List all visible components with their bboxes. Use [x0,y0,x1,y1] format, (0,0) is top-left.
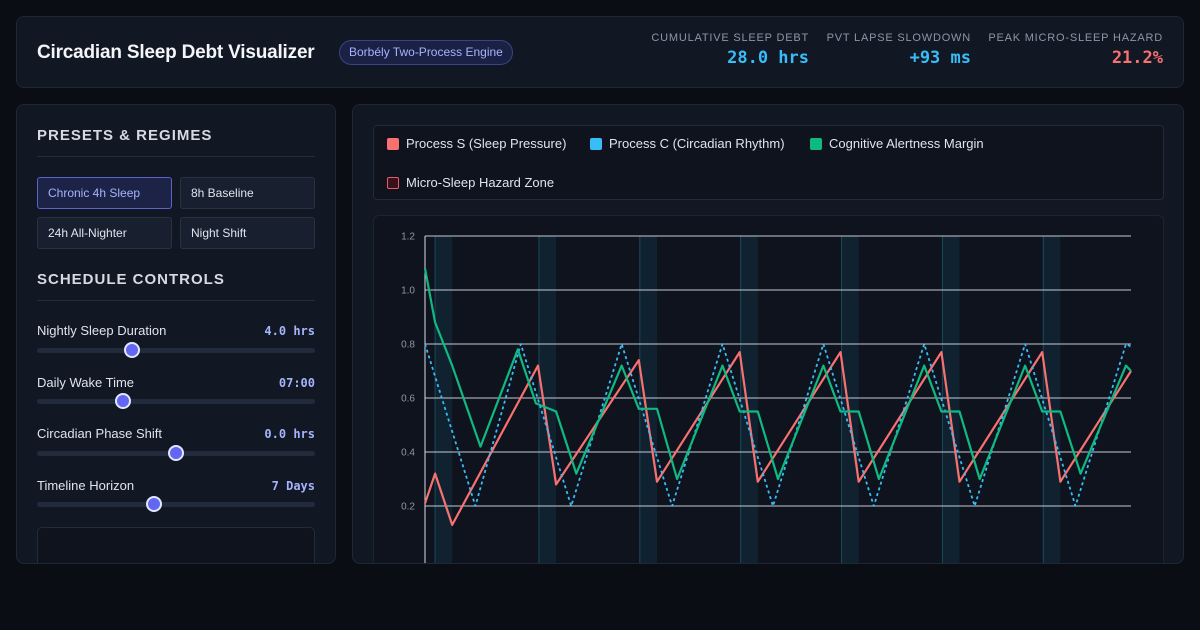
chart-area: 1.2 1.0 0.8 0.6 0.4 0.2 [373,215,1164,563]
sidebar: PRESETS & REGIMES Chronic 4h Sleep 8h Ba… [16,104,336,564]
phase-shift-label: Circadian Phase Shift [37,426,163,441]
stat-sleep-debt: Cumulative Sleep Debt 28.0 hrs [651,32,809,68]
controls-title: SCHEDULE CONTROLS [37,271,225,288]
stat-value: 21.2% [1111,48,1163,68]
slider-thumb[interactable] [145,496,162,512]
y-tick-label: 0.6 [401,394,415,405]
sleep-window-band [942,236,960,563]
timeline-horizon-slider[interactable] [37,496,315,512]
sleep-window-band [740,236,758,563]
legend-label: Process S (Sleep Pressure) [406,136,567,151]
info-box [37,527,315,563]
y-tick-label: 0.2 [401,502,415,513]
y-tick-label: 0.8 [401,340,415,351]
stat-label: Peak Micro-Sleep Hazard [988,32,1163,44]
sleep-duration-label: Nightly Sleep Duration [37,323,167,338]
y-tick-label: 0.4 [401,448,415,459]
presets-title: PRESETS & REGIMES [37,127,213,144]
sleep-window-band [538,236,557,563]
sleep-duration-slider[interactable] [37,342,315,358]
divider [37,300,315,301]
wake-time-value: 07:00 [278,376,315,390]
legend-item-alertness[interactable]: Cognitive Alertness Margin [810,136,984,151]
legend-label: Process C (Circadian Rhythm) [609,136,785,151]
slider-thumb[interactable] [123,342,140,358]
legend-label: Cognitive Alertness Margin [829,136,984,151]
stat-label: PVT Lapse Slowdown [826,32,971,44]
series-line-process-s-sleep-pressure [423,351,1132,526]
swatch-icon [590,137,602,150]
preset-8h-baseline[interactable]: 8h Baseline [180,177,315,209]
preset-chronic-4h[interactable]: Chronic 4h Sleep [37,177,172,209]
swatch-icon [387,176,399,189]
legend-item-process-s[interactable]: Process S (Sleep Pressure) [387,136,566,151]
chart-panel: Process S (Sleep Pressure) Process C (Ci… [352,104,1184,564]
stat-micro-sleep-hazard: Peak Micro-Sleep Hazard 21.2% [988,32,1163,68]
series-line-cognitive-alertness-margin [423,268,1132,481]
wake-time-label: Daily Wake Time [37,375,135,390]
engine-badge: Borbély Two-Process Engine [339,40,513,65]
phase-shift-value: 0.0 hrs [264,427,315,441]
stat-label: Cumulative Sleep Debt [651,32,809,44]
sleep-window-band [841,236,859,563]
app-header: Circadian Sleep Debt Visualizer Borbély … [16,16,1184,88]
wake-time-slider[interactable] [37,393,315,409]
sleep-window-band [1043,236,1061,563]
sleep-window-band [435,236,453,563]
y-tick-label: 1.0 [401,286,415,297]
preset-night-shift[interactable]: Night Shift [180,217,315,249]
legend-label: Micro-Sleep Hazard Zone [406,175,555,190]
phase-shift-slider[interactable] [37,445,315,461]
swatch-icon [810,137,822,150]
stat-pvt-lapse: PVT Lapse Slowdown +93 ms [827,32,971,68]
timeline-horizon-value: 7 Days [271,479,315,493]
y-tick-label: 1.2 [401,232,415,243]
series-line-process-c-circadian-rhythm [424,343,1132,507]
legend-item-process-c[interactable]: Process C (Circadian Rhythm) [590,136,785,151]
stat-value: +93 ms [909,48,971,68]
chart-legend: Process S (Sleep Pressure) Process C (Ci… [373,125,1164,200]
sleep-model-chart: 1.2 1.0 0.8 0.6 0.4 0.2 [401,232,1132,563]
slider-thumb[interactable] [115,393,132,409]
swatch-icon [387,137,399,150]
stat-value: 28.0 hrs [727,48,809,68]
divider [37,156,315,157]
sleep-duration-value: 4.0 hrs [264,324,315,338]
legend-item-hazard-zone[interactable]: Micro-Sleep Hazard Zone [387,175,554,190]
timeline-horizon-label: Timeline Horizon [37,478,135,493]
sleep-window-band [639,236,657,563]
preset-24h-all-nighter[interactable]: 24h All-Nighter [37,217,172,249]
slider-thumb[interactable] [168,445,184,461]
app-title: Circadian Sleep Debt Visualizer [37,42,315,63]
